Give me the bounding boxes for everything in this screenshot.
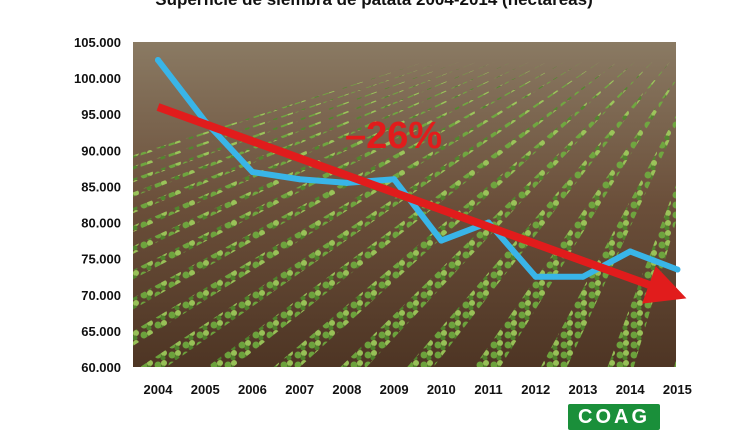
crop-row (133, 61, 530, 254)
data-point (296, 176, 303, 183)
chart: 60.000 65.000 70.000 75.000 80.000 85.000 90.0… (74, 35, 748, 397)
x-tick-label: 2009 (380, 382, 409, 397)
x-tick-label: 2013 (568, 382, 597, 397)
y-tick-label: 80.000 (81, 216, 121, 231)
field-photo-background (133, 42, 748, 387)
data-point (674, 266, 681, 273)
crop-row (133, 61, 513, 233)
crop-row (133, 61, 443, 170)
series-line (155, 57, 681, 280)
data-point (579, 273, 586, 280)
x-tick-label: 2011 (474, 382, 502, 397)
y-tick-label: 100.000 (74, 71, 121, 86)
crop-row (407, 61, 670, 367)
crop-row (607, 185, 676, 367)
crop-row (340, 61, 653, 367)
y-tick-label: 85.000 (81, 179, 121, 194)
x-tick-label: 2014 (616, 382, 646, 397)
x-tick-label: 2015 (663, 382, 692, 397)
trend-annotation: –26% (345, 115, 442, 157)
data-point (391, 176, 398, 183)
y-tick-label: 65.000 (81, 324, 121, 339)
y-tick-label: 70.000 (81, 288, 121, 303)
crop-row (273, 61, 635, 367)
x-tick-label: 2008 (332, 382, 361, 397)
x-tick-label: 2004 (144, 382, 174, 397)
x-axis: 2004 2005 2006 2007 2008 2009 2010 2011 2012 2013… (144, 382, 692, 397)
data-point (438, 237, 445, 244)
crop-rows (133, 61, 748, 387)
crop-row (133, 61, 425, 158)
data-point (343, 179, 350, 186)
crop-row (133, 61, 460, 183)
crop-row (740, 62, 748, 387)
data-point (155, 57, 161, 64)
crop-row (133, 61, 495, 214)
crop-row (133, 61, 478, 197)
data-point (532, 273, 539, 280)
y-axis: 60.000 65.000 70.000 75.000 80.000 85.000 90.0… (74, 35, 121, 375)
crop-row (540, 115, 676, 367)
crop-row (133, 61, 583, 346)
y-tick-label: 105.000 (74, 35, 121, 50)
x-tick-label: 2010 (427, 382, 456, 397)
y-tick-label: 95.000 (81, 107, 121, 122)
data-point (627, 248, 634, 255)
trend-arrow (156, 103, 687, 304)
data-point (249, 169, 256, 175)
chart-title: Superficie de siembra de patata 2004-201… (0, 0, 748, 10)
crop-row (140, 61, 600, 367)
x-tick-label: 2005 (191, 382, 220, 397)
x-tick-label: 2006 (238, 382, 267, 397)
coag-logo: COAG (568, 404, 660, 430)
y-tick-label: 90.000 (81, 143, 121, 158)
x-tick-label: 2012 (521, 382, 550, 397)
y-tick-label: 60.000 (81, 360, 121, 375)
crop-row (473, 78, 676, 367)
y-tick-label: 75.000 (81, 252, 121, 267)
crop-row (206, 61, 618, 367)
x-tick-label: 2007 (285, 382, 314, 397)
crop-row (674, 359, 676, 367)
